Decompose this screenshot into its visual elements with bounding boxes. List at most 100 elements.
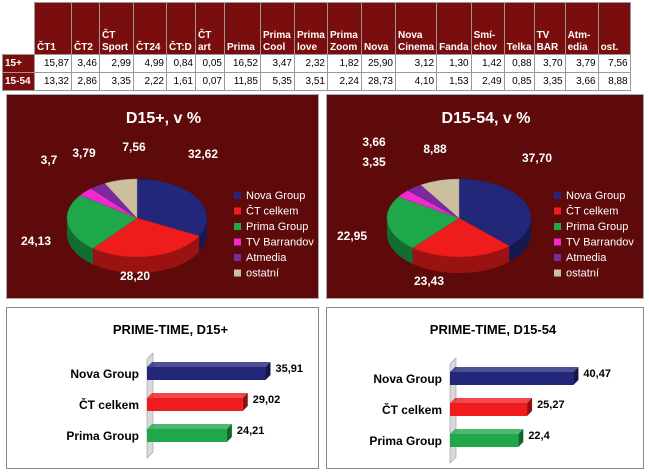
table-cell: 0,05 [195,54,225,73]
pie-data-label: 24,13 [21,234,51,248]
table-column-header: Smí- chov [470,2,505,55]
table-column-header: Prima Zoom [327,2,362,55]
table-column-header: ČT Sport [99,2,134,55]
pie-slice [136,178,208,237]
bar [450,372,574,385]
table-cell: 25,90 [361,54,396,73]
table-cell: 15,87 [34,54,72,73]
table-cell: 1,82 [327,54,362,73]
table-column-header: Prima Cool [260,2,295,55]
pie-title: D15-54, v % [442,110,531,127]
bar-chart-title: PRIME-TIME, D15-54 [430,322,557,337]
pie-slice-side [67,218,93,265]
table-cell: 0,84 [166,54,196,73]
bar-side [265,362,271,380]
bar-category-label: Prima Group [369,434,442,448]
bar-panel-prime-d15-54: PRIME-TIME, D15-54 Nova Group 40,47 ČT celk… [326,307,644,469]
pie-data-label: 8,88 [423,142,447,156]
pie-slice [104,178,138,219]
table-cell: 2,99 [99,54,134,73]
pie-slice-side [412,245,510,273]
table-cell: 2,32 [294,54,328,73]
table-cell: 3,51 [294,72,328,91]
legend-label: Atmedia [566,252,607,264]
bar-category-label: ČT celkem [79,397,139,412]
pie-data-label: 37,70 [522,151,552,165]
bar-panel-prime-d15: PRIME-TIME, D15+ Nova Group 35,91 ČT celkem… [6,307,319,469]
table-column-header: Telka [503,2,535,55]
legend-label: Nova Group [246,190,305,202]
table-column-header: ČT1 [34,2,72,55]
pie-slice [66,194,138,249]
pie-panel-d15-54: D15-54, v % 37,70 23,43 22,95 3,35 3,66 8,88 No… [326,94,644,299]
table-column-header: ČT2 [71,2,100,55]
table-cell: 2,86 [71,72,100,91]
table-column-header: Atm- edia [564,2,599,55]
table-cell: 4,99 [133,54,167,73]
bar-side [226,424,232,442]
table-cell: 28,73 [361,72,396,91]
legend-label: ostatní [566,268,599,280]
pie-chart-d15: D15+, v % 32,62 28,20 24,13 3,7 3,79 7,56 Nova … [21,110,314,283]
legend-swatch [554,254,561,261]
table-cell: 3,12 [394,54,438,73]
bar [147,367,266,380]
pie-slice [92,217,200,258]
bar-top [147,362,271,367]
bar-side [242,393,248,411]
pie-slice [458,178,532,247]
legend-swatch [554,207,561,215]
table-cell: 1,30 [436,54,472,73]
table-cell: 3,35 [99,72,134,91]
pie-panel-d15: D15+, v % 32,62 28,20 24,13 3,7 3,79 7,56 Nova … [6,94,319,299]
legend-swatch [234,269,241,277]
pie-data-label: 28,20 [120,269,150,283]
legend-label: Prima Group [246,221,308,233]
bar-category-label: Nova Group [70,367,139,381]
legend-swatch [554,269,561,277]
table-header-row: ČT1 ČT2 ČT Sport ČT24 ČT:D ČT art Prima Prima C… [2,2,631,55]
table-cell: 1,53 [436,72,472,91]
pie-slice [386,196,460,249]
pie-data-label: 3,79 [72,146,96,160]
table-column-header: ČT art [195,2,225,55]
table-cell: 0,85 [503,72,535,91]
bar-top [450,429,524,434]
legend-label: Prima Group [566,221,628,233]
bar-side [527,398,533,416]
pie-data-label: 23,43 [414,274,444,288]
table-column-header: Prima love [294,2,328,55]
pie-slice-side [92,235,200,273]
legend-swatch [234,223,241,230]
pie-data-label: 32,62 [188,147,218,161]
bar [450,403,528,416]
table-cell: 3,79 [564,54,599,73]
pie-data-label: 3,7 [41,153,58,167]
pie-data-label: 7,56 [122,140,146,154]
pie-slice [420,178,460,219]
pie-title: D15+, v % [126,110,201,127]
bar-chart-prime-d15-54: PRIME-TIME, D15-54 Nova Group 40,47 ČT celk… [369,322,611,464]
table-cell: 3,47 [260,54,295,73]
bar-value-label: 24,21 [237,425,265,437]
legend-swatch [554,238,561,246]
table-column-header: Nova [361,2,396,55]
table-cell: 3,66 [564,72,599,91]
bar-chart-prime-d15: PRIME-TIME, D15+ Nova Group 35,91 ČT celkem… [66,322,303,459]
pie-chart-d15-54: D15-54, v % 37,70 23,43 22,95 3,35 3,66 8,88 No… [337,110,634,288]
table-cell: 8,88 [597,72,631,91]
bar-chart-title: PRIME-TIME, D15+ [113,322,229,337]
table-cell: 16,52 [224,54,261,73]
bar-top [147,424,232,429]
pie-slice-side [387,218,413,264]
legend-label: Atmedia [246,252,287,264]
table-cell: 5,35 [260,72,295,91]
table-cell: 0,88 [503,54,535,73]
table-cell: 4,10 [394,72,438,91]
table-corner [2,2,35,55]
table-row-label: 15-54 [2,72,35,91]
bar-category-label: Prima Group [66,429,139,443]
table-column-header: ČT24 [133,2,167,55]
legend-label: TV Barrandov [246,237,314,249]
pie-data-label: 3,66 [362,135,386,149]
